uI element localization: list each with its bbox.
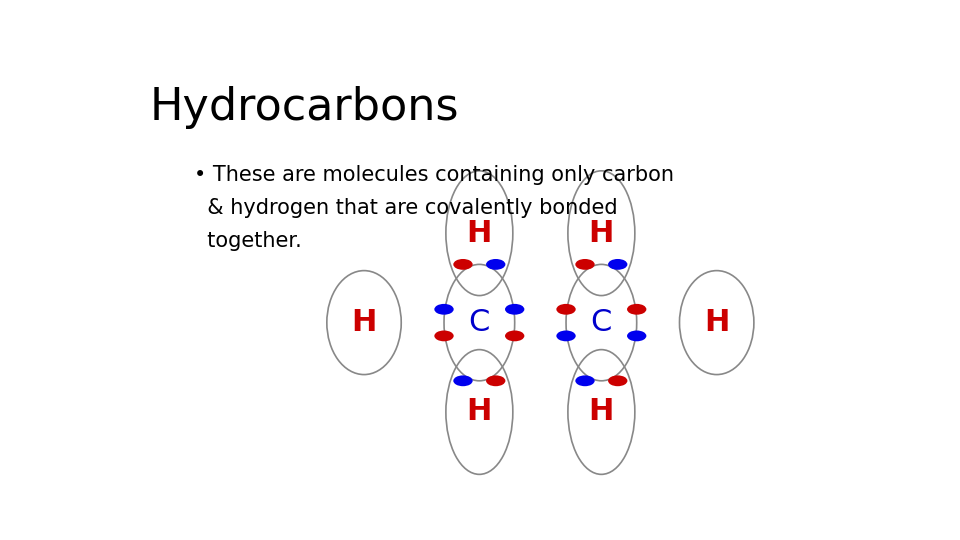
Text: • These are molecules containing only carbon: • These are molecules containing only ca… [194, 165, 674, 185]
Text: H: H [588, 397, 614, 427]
Text: H: H [704, 308, 730, 337]
Circle shape [557, 304, 576, 315]
Circle shape [505, 330, 524, 341]
Circle shape [486, 375, 505, 386]
Circle shape [608, 259, 628, 270]
Text: C: C [468, 308, 490, 337]
Circle shape [505, 304, 524, 315]
Circle shape [486, 259, 505, 270]
Text: H: H [467, 397, 492, 427]
Text: C: C [590, 308, 612, 337]
Circle shape [557, 330, 576, 341]
Circle shape [453, 375, 472, 386]
Circle shape [434, 330, 454, 341]
Text: & hydrogen that are covalently bonded: & hydrogen that are covalently bonded [194, 198, 618, 218]
Circle shape [608, 375, 628, 386]
Circle shape [453, 259, 472, 270]
Circle shape [434, 304, 454, 315]
Circle shape [627, 330, 646, 341]
Text: H: H [588, 219, 614, 248]
Text: Hydrocarbons: Hydrocarbons [150, 85, 459, 129]
Text: together.: together. [194, 231, 302, 251]
Text: H: H [351, 308, 376, 337]
Circle shape [627, 304, 646, 315]
Text: H: H [467, 219, 492, 248]
Circle shape [575, 259, 594, 270]
Circle shape [575, 375, 594, 386]
